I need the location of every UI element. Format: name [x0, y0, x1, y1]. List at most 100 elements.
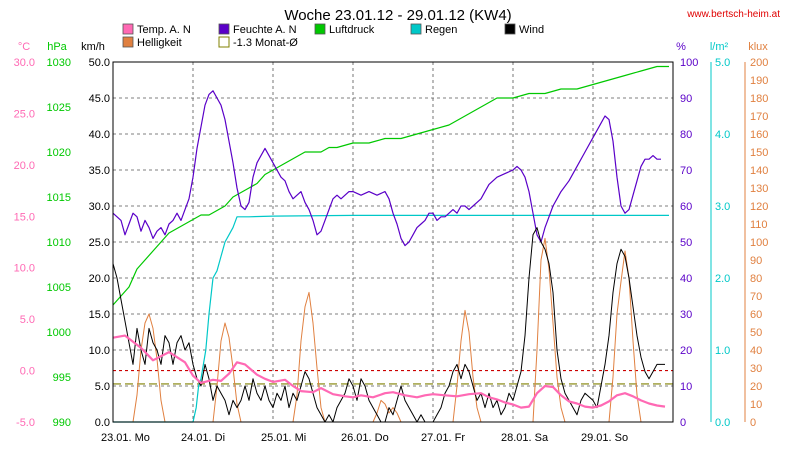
tick-label: 100: [750, 237, 768, 249]
tick-label: 20.0: [14, 160, 35, 172]
tick-label: 20: [680, 345, 692, 357]
tick-label: 10.0: [89, 345, 110, 357]
tick-label: 50: [750, 327, 762, 339]
legend-label: Temp. A. N: [137, 24, 191, 36]
tick-label: 190: [750, 75, 768, 87]
tick-label: 3.0: [715, 201, 730, 213]
tick-label: 40.0: [89, 129, 110, 141]
x-tick-label: 28.01. Sa: [501, 432, 549, 444]
tick-label: 25.0: [14, 108, 35, 120]
tick-label: 50.0: [89, 57, 110, 69]
tick-label: 0.0: [95, 417, 110, 429]
plot-border: [112, 61, 674, 423]
tick-label: 1020: [47, 147, 71, 159]
legend-label: Regen: [425, 24, 457, 36]
legend-label: Luftdruck: [329, 24, 375, 36]
x-tick-label: 25.01. Mi: [261, 432, 306, 444]
tick-label: 10: [750, 399, 762, 411]
tick-label: -5.0: [16, 417, 35, 429]
tick-label: 60: [750, 309, 762, 321]
tick-label: 40: [750, 345, 762, 357]
legend: Temp. A. N Feuchte A. N Luftdruck Regen Wind…: [122, 23, 544, 49]
legend-swatch: [122, 23, 134, 35]
tick-label: 1000: [47, 327, 71, 339]
tick-label: 0: [750, 417, 756, 429]
tick-label: 120: [750, 201, 768, 213]
tick-label: 150: [750, 147, 768, 159]
axis-unit: °C: [18, 41, 30, 53]
source-url: www.bertsch-heim.at: [686, 9, 780, 20]
tick-label: 50: [680, 237, 692, 249]
plot-frame: [112, 61, 674, 423]
legend-label: Helligkeit: [137, 37, 182, 49]
tick-label: 30: [750, 363, 762, 375]
tick-label: 80: [750, 273, 762, 285]
legend-swatch: [218, 36, 230, 48]
tick-label: 110: [750, 219, 768, 231]
tick-label: 0: [680, 417, 686, 429]
x-tick-label: 29.01. So: [581, 432, 628, 444]
tick-label: 15.0: [89, 309, 110, 321]
series-layer: [112, 65, 673, 423]
series-line: [112, 334, 666, 409]
tick-label: 1005: [47, 282, 71, 294]
axis-unit: %: [676, 41, 686, 53]
tick-label: 0.0: [20, 366, 35, 378]
legend-label: Feuchte A. N: [233, 24, 297, 36]
tick-label: 20.0: [89, 273, 110, 285]
axis-unit: l/m²: [710, 41, 729, 53]
tick-label: 30.0: [14, 57, 35, 69]
tick-label: 90: [680, 93, 692, 105]
legend-swatch: [504, 23, 516, 35]
axis-unit: hPa: [47, 41, 67, 53]
tick-label: 160: [750, 129, 768, 141]
legend-swatch: [218, 23, 230, 35]
tick-label: 25.0: [89, 237, 110, 249]
chart-title: Woche 23.01.12 - 29.01.12 (KW4): [284, 7, 511, 24]
tick-label: 995: [53, 372, 71, 384]
tick-label: 2.0: [715, 273, 730, 285]
tick-label: 990: [53, 417, 71, 429]
tick-label: 60: [680, 201, 692, 213]
axis-units: °C hPa km/h% l/m² klux: [18, 41, 768, 53]
tick-label: 30.0: [89, 201, 110, 213]
legend-swatch: [314, 23, 326, 35]
tick-label: 170: [750, 111, 768, 123]
tick-label: 5.0: [95, 381, 110, 393]
tick-label: 10: [680, 381, 692, 393]
tick-label: 15.0: [14, 211, 35, 223]
axis-ticks: 30.025.020.015.010.05.00.0-5.01030102510…: [14, 57, 769, 444]
tick-label: 1015: [47, 192, 71, 204]
x-tick-label: 26.01. Do: [341, 432, 389, 444]
tick-label: 30: [680, 309, 692, 321]
tick-label: 1025: [47, 102, 71, 114]
tick-label: 5.0: [20, 314, 35, 326]
tick-label: 70: [750, 291, 762, 303]
axis-unit: km/h: [81, 41, 105, 53]
tick-label: 80: [680, 129, 692, 141]
tick-label: 0.0: [715, 417, 730, 429]
tick-label: 130: [750, 183, 768, 195]
legend-swatch: [122, 36, 134, 48]
series-line: [113, 237, 669, 423]
tick-label: 90: [750, 255, 762, 267]
tick-label: 1010: [47, 237, 71, 249]
tick-label: 1030: [47, 57, 71, 69]
legend-label: -1.3 Monat-Ø: [233, 37, 298, 49]
tick-label: 35.0: [89, 165, 110, 177]
series-line: [112, 65, 669, 306]
tick-label: 45.0: [89, 93, 110, 105]
tick-label: 5.0: [715, 57, 730, 69]
axis-unit: klux: [748, 41, 768, 53]
series-line: [112, 90, 661, 247]
tick-label: 70: [680, 165, 692, 177]
tick-label: 180: [750, 93, 768, 105]
tick-label: 200: [750, 57, 768, 69]
legend-swatch: [410, 23, 422, 35]
tick-label: 1.0: [715, 345, 730, 357]
tick-label: 100: [680, 57, 698, 69]
tick-label: 10.0: [14, 263, 35, 275]
legend-label: Wind: [519, 24, 544, 36]
x-tick-label: 24.01. Di: [181, 432, 225, 444]
